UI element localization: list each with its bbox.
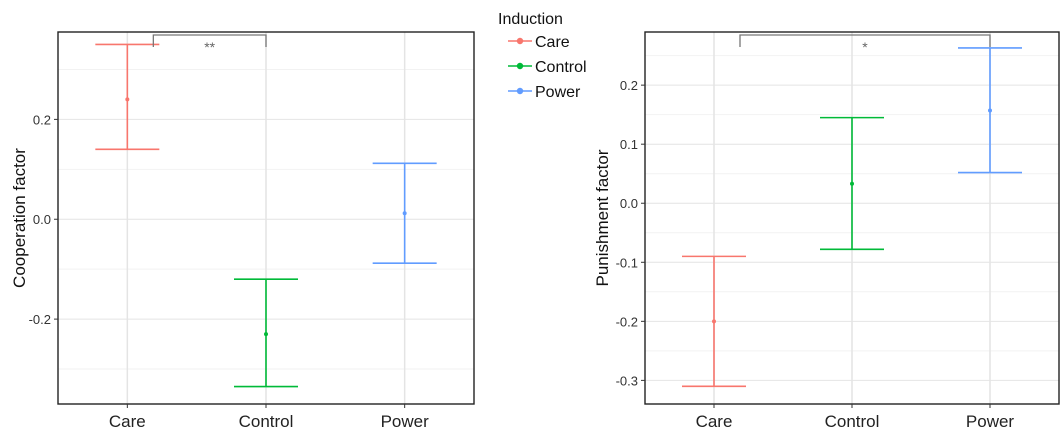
significance-label: * — [862, 39, 868, 55]
y-tick-label: -0.2 — [616, 314, 638, 329]
legend-label-control: Control — [535, 59, 587, 76]
legend-label-power: Power — [535, 84, 581, 101]
significance-bracket — [739, 34, 991, 47]
y-axis-title: Cooperation factor — [10, 148, 29, 288]
legend-key-point — [516, 37, 524, 45]
x-tick-label: Care — [109, 412, 146, 431]
x-tick-label: Control — [239, 412, 294, 431]
mean-point-control — [264, 332, 268, 337]
x-tick-label: Power — [966, 412, 1015, 431]
legend-key-point — [516, 87, 524, 95]
y-tick-label: -0.3 — [616, 373, 638, 388]
y-tick-label: 0.2 — [620, 78, 638, 93]
y-tick-label: 0.2 — [33, 112, 51, 127]
legend-key-point — [516, 62, 524, 70]
punishment-chart: * -0.3 -0.2 -0.1 0.0 0.1 0.2 Care Control Power Pu… — [593, 31, 1060, 431]
x-tick-label: Control — [825, 412, 880, 431]
significance-label: ** — [204, 39, 215, 55]
y-tick-label: -0.2 — [29, 312, 51, 327]
y-tick-label: 0.0 — [620, 196, 638, 211]
mean-point-care — [125, 97, 130, 102]
legend: Induction Care Control Power — [498, 11, 587, 101]
x-tick-label: Power — [381, 412, 430, 431]
x-tick-label: Care — [696, 412, 733, 431]
legend-title: Induction — [498, 11, 563, 28]
cooperation-chart: ** -0.2 0.0 0.2 Care Control Power Cooperation … — [10, 31, 475, 431]
y-tick-label: 0.0 — [33, 212, 51, 227]
mean-point-power — [402, 211, 407, 216]
legend-label-care: Care — [535, 34, 570, 51]
y-tick-label: 0.1 — [620, 137, 638, 152]
significance-bracket — [152, 34, 267, 47]
mean-point-care — [712, 319, 716, 324]
mean-point-control — [850, 181, 854, 186]
y-axis-title: Punishment factor — [593, 149, 612, 286]
mean-point-power — [988, 108, 992, 113]
y-tick-label: -0.1 — [616, 255, 638, 270]
